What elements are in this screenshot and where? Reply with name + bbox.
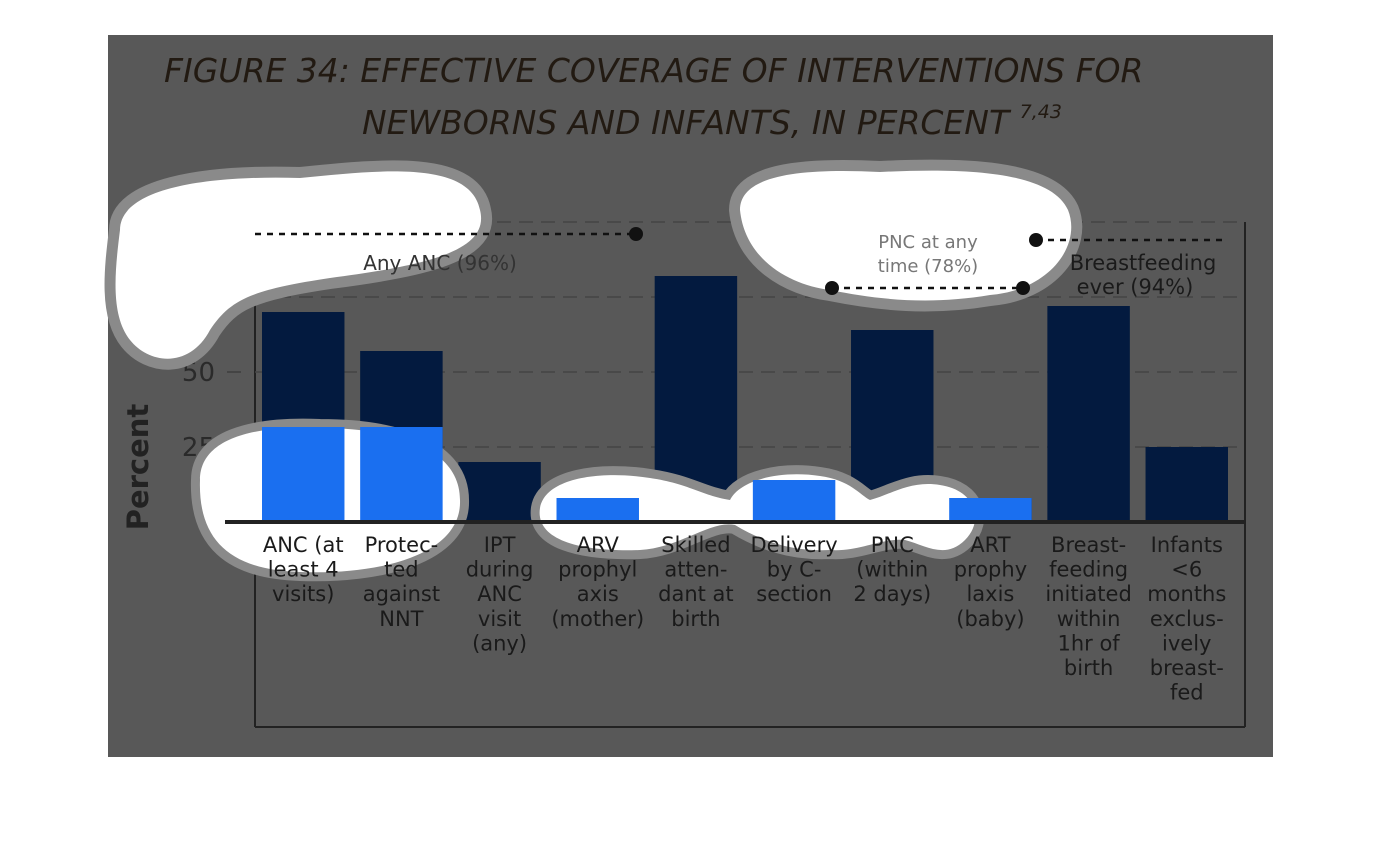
x-category-label: Infants	[1151, 533, 1223, 557]
x-category-label: IPT	[484, 533, 516, 557]
x-category-label: (baby)	[956, 607, 1024, 631]
x-category-label: birth	[1064, 656, 1113, 680]
x-category-label: PNC	[871, 533, 914, 557]
x-category-label: birth	[671, 607, 720, 631]
bar	[458, 462, 541, 522]
annotation-label-breastfeeding-line2: ever (94%)	[1077, 275, 1194, 299]
x-category-label: during	[466, 558, 534, 582]
chart-title-line2: NEWBORNS AND INFANTS, IN PERCENT 7,43	[362, 101, 1382, 142]
bar-highlight	[360, 427, 443, 522]
x-category-label: feeding	[1049, 558, 1128, 582]
x-category-label: Breast-	[1051, 533, 1126, 557]
highlight-blob-top-left	[115, 171, 482, 359]
x-category-label: axis	[577, 582, 619, 606]
x-category-label: initiated	[1045, 582, 1131, 606]
chart-title-refs: 7,43	[1019, 101, 1062, 123]
x-category-label: fed	[1170, 681, 1204, 705]
x-category-label: Delivery	[750, 533, 837, 557]
bar	[1047, 306, 1130, 522]
x-category-label: section	[756, 582, 832, 606]
x-category-label: (any)	[472, 631, 527, 655]
annotation-marker-pnc-start	[825, 281, 839, 295]
annotation-marker-any-anc	[629, 227, 643, 241]
x-category-label: months	[1147, 582, 1226, 606]
annotation-marker-breastfeeding	[1029, 233, 1043, 247]
x-category-label: Skilled	[661, 533, 730, 557]
x-category-label: ART	[970, 533, 1010, 557]
x-category-label: (within	[856, 558, 928, 582]
x-category-label: exclus-	[1150, 607, 1224, 631]
x-category-label: least 4	[268, 558, 339, 582]
bar-highlight	[752, 480, 836, 522]
x-category-label: <6	[1171, 558, 1202, 582]
x-category-label: ANC (at	[263, 533, 344, 557]
bar-highlight	[556, 498, 639, 522]
x-category-label: visit	[478, 607, 521, 631]
x-category-label: breast-	[1150, 656, 1224, 680]
x-category-label: prophy	[954, 558, 1027, 582]
x-category-label: prophyl	[558, 558, 637, 582]
x-category-label: ively	[1162, 631, 1211, 655]
annotation-marker-pnc-end	[1016, 281, 1030, 295]
x-category-label: atten-	[664, 558, 727, 582]
bar-highlight	[949, 498, 1032, 522]
bar	[1145, 447, 1228, 522]
y-axis-label: Percent	[121, 404, 155, 531]
x-category-label: dant at	[658, 582, 734, 606]
x-category-label: against	[363, 582, 440, 606]
x-category-label: visits)	[272, 582, 334, 606]
bar-highlight	[262, 427, 345, 522]
x-category-label: ted	[384, 558, 418, 582]
chart-title-line1: FIGURE 34: EFFECTIVE COVERAGE OF INTERVE…	[164, 51, 1144, 90]
x-category-label: NNT	[379, 607, 423, 631]
x-category-label: ARV	[577, 533, 620, 557]
x-category-label: (mother)	[551, 607, 644, 631]
x-category-label: 2 days)	[853, 582, 931, 606]
x-category-label: ANC	[477, 582, 522, 606]
x-category-label: laxis	[966, 582, 1014, 606]
annotation-label-breastfeeding-line1: Breastfeeding	[1070, 251, 1217, 275]
highlight-blob-top-right	[740, 170, 1072, 301]
x-category-label: by C-	[767, 558, 822, 582]
annotation-label-pnc-line1: PNC at any	[878, 232, 978, 253]
annotation-label-pnc-line2: time (78%)	[878, 256, 978, 277]
chart-title-line2-text: NEWBORNS AND INFANTS, IN PERCENT	[362, 103, 1010, 142]
x-category-label: 1hr of	[1057, 631, 1120, 655]
x-category-label: within	[1057, 607, 1121, 631]
x-category-label: Protec-	[365, 533, 439, 557]
annotation-label-any-anc: Any ANC (96%)	[363, 251, 517, 275]
